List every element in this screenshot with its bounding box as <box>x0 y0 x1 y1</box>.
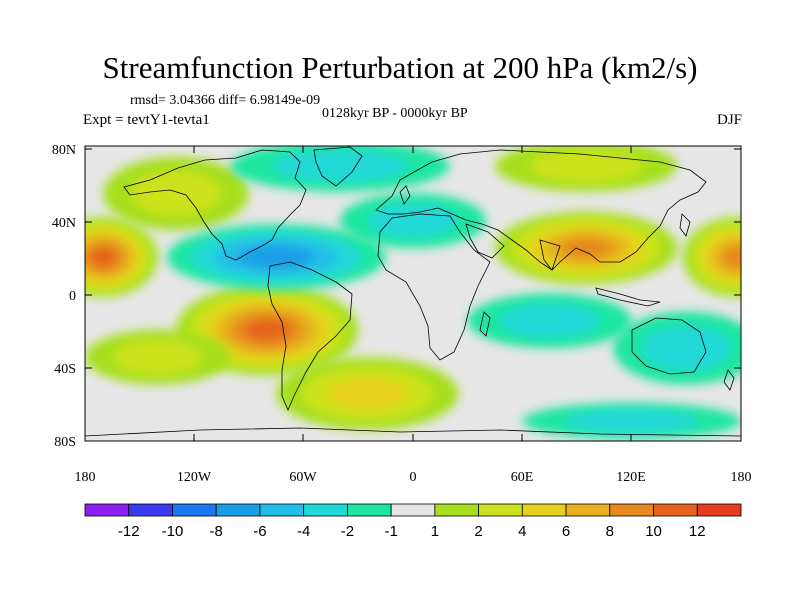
neg-south-pacific-east-level-2 <box>641 325 732 371</box>
lat-label-40n: 40N <box>52 216 76 231</box>
colorbar-label: 8 <box>606 523 614 540</box>
colorbar-label: 2 <box>474 523 482 540</box>
neg-indian-ocean <box>467 293 632 349</box>
lat-tick-marks <box>85 148 741 442</box>
colorbar-label: 1 <box>431 523 439 540</box>
colorbar-box <box>565 503 611 517</box>
colorbar-box <box>346 503 392 517</box>
pos-asia-subtropics <box>494 211 678 285</box>
colorbar-box <box>390 503 436 517</box>
coast-uk <box>399 185 411 205</box>
lon-tick-marks <box>84 146 742 441</box>
pos-north-atlantic-high <box>495 146 678 192</box>
colorbar-label: -10 <box>162 523 184 540</box>
neg-africa-north <box>340 193 486 248</box>
pos-south-america-level-10 <box>245 318 290 341</box>
colorbar-label: 10 <box>645 523 662 540</box>
colorbar-label: 4 <box>518 523 526 540</box>
lon-label-120w: 120W <box>177 470 212 485</box>
neg-southern-ocean-level-2 <box>564 409 699 433</box>
coast-indonesia <box>595 287 661 307</box>
neg-indian-ocean-level-2 <box>499 304 601 338</box>
lon-label-60w: 60W <box>289 470 317 485</box>
lon-label-0: 0 <box>410 470 417 485</box>
coast-south-america <box>267 261 353 412</box>
lon-label-180w: 180 <box>75 470 96 485</box>
neg-arctic-level-2 <box>272 150 408 182</box>
pos-south-atlantic <box>276 357 459 431</box>
experiment-text: Expt = tevtY1-tevta1 <box>83 112 210 128</box>
lat-label-80s: 80S <box>54 435 76 450</box>
colorbar-box <box>434 503 480 517</box>
pos-central-pacific-north-level-10 <box>89 247 117 267</box>
coast-japan <box>679 213 691 237</box>
colorbar-label: 6 <box>562 523 570 540</box>
pos-central-pacific-north <box>85 217 158 298</box>
pos-dateline-east <box>682 217 741 298</box>
pos-south-atlantic-level-4 <box>326 377 408 410</box>
pos-south-pacific-level-2 <box>113 340 203 375</box>
pos-north-america-north-level-2 <box>131 170 221 216</box>
colorbar-box <box>172 503 217 517</box>
colorbar-box <box>259 503 305 517</box>
colorbar-box <box>303 503 348 517</box>
lon-label-60e: 60E <box>511 470 534 485</box>
pos-south-america <box>176 284 359 376</box>
period-text: 0128kyr BP - 0000kyr BP <box>322 106 468 121</box>
neg-tropical-atlantic-level-6 <box>238 245 315 269</box>
neg-arctic <box>230 146 450 192</box>
colorbar-box <box>653 503 698 517</box>
pos-south-pacific <box>85 329 231 385</box>
colorbar-box <box>215 503 261 517</box>
colorbar-label: -2 <box>341 523 354 540</box>
coast-india <box>539 239 561 271</box>
colorbar-label: -8 <box>210 523 223 540</box>
coast-north-america <box>123 149 307 261</box>
colorbar-label: -4 <box>297 523 310 540</box>
coast-australia <box>631 317 707 375</box>
pos-north-atlantic-high-level-2 <box>530 150 643 182</box>
colorbar-label: -1 <box>384 523 397 540</box>
coast-madagascar <box>479 311 491 337</box>
neg-south-pacific-east <box>613 311 741 385</box>
pos-north-america-north <box>103 156 249 230</box>
colorbar-box <box>84 503 130 517</box>
colorbar-label: -6 <box>253 523 266 540</box>
stats-text: rmsd= 3.04366 diff= 6.98149e-09 <box>130 93 321 108</box>
colorbar-label: 12 <box>689 523 706 540</box>
colorbar-box <box>609 503 654 517</box>
colorbar-box <box>478 503 523 517</box>
neg-tropical-atlantic <box>167 224 386 290</box>
lat-label-0: 0 <box>69 289 76 304</box>
pos-asia-subtropics-level-8 <box>560 237 613 259</box>
lat-label-40s: 40S <box>54 362 76 377</box>
lon-label-120e: 120E <box>616 470 646 485</box>
colorbar-box <box>696 503 742 517</box>
pos-dateline-east-level-8 <box>721 245 741 269</box>
colorbar-box <box>521 503 567 517</box>
neg-africa-north-level-2 <box>368 203 458 238</box>
coastlines <box>85 146 741 437</box>
coast-new-zealand <box>723 369 735 391</box>
coast-eurasia <box>375 149 707 271</box>
coast-africa <box>377 213 491 361</box>
coast-arabia <box>465 223 505 259</box>
colorbar: -12 -10 -8 -6 -4 -2 -1 1 2 4 6 8 10 12 <box>84 503 742 540</box>
lon-label-180e: 180 <box>731 470 752 485</box>
plot-title: Streamfunction Perturbation at 200 hPa (… <box>102 50 698 85</box>
season-text: DJF <box>716 112 742 128</box>
coast-greenland <box>313 146 363 187</box>
colorbar-label: -12 <box>118 523 140 540</box>
coast-antarctica <box>85 427 741 437</box>
contour-field <box>85 146 741 440</box>
neg-southern-ocean <box>522 402 741 440</box>
colorbar-box <box>128 503 173 517</box>
lat-label-80n: 80N <box>52 143 76 158</box>
